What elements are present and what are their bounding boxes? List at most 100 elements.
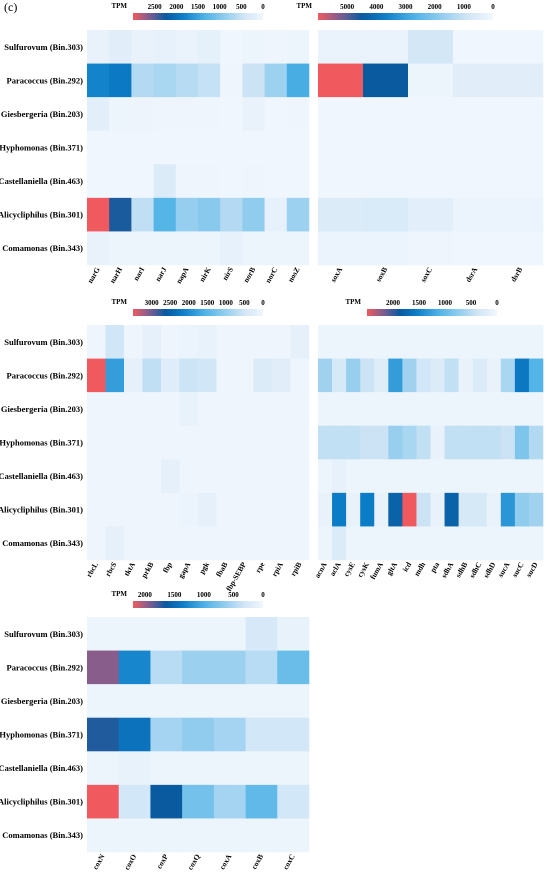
heatmap-cell bbox=[198, 164, 221, 199]
row-label: Giesbergeria (Bin.203) bbox=[1, 696, 83, 706]
heatmap-cell bbox=[213, 717, 246, 752]
heatmap-cell bbox=[245, 751, 278, 786]
column-label: soxB bbox=[374, 266, 390, 284]
column-label: pta bbox=[428, 560, 441, 574]
heatmap-cell bbox=[118, 684, 151, 719]
legend-title: TPM bbox=[111, 298, 127, 306]
heatmap-cell bbox=[416, 325, 431, 359]
heatmap-cell bbox=[179, 425, 199, 460]
column-label: icd bbox=[401, 560, 414, 574]
heatmap-cell bbox=[150, 617, 183, 651]
row-label: Hyphomonas (Bin.371) bbox=[0, 438, 83, 448]
heatmap-cell bbox=[245, 684, 278, 719]
heatmap-cell bbox=[500, 425, 516, 460]
heatmap-cell bbox=[242, 197, 265, 232]
heatmap-cell bbox=[153, 63, 177, 98]
heatmap-cell bbox=[388, 392, 403, 427]
heatmap-cell bbox=[472, 425, 488, 460]
heatmap-cell bbox=[272, 492, 291, 527]
legend-tick-label: 500 bbox=[228, 591, 239, 599]
heatmap-cell bbox=[182, 717, 215, 752]
row-label: Castellaniella (Bin.463) bbox=[0, 176, 83, 186]
heatmap-cell bbox=[360, 325, 375, 359]
heatmap-cell bbox=[388, 526, 403, 561]
heatmap-cell bbox=[453, 197, 499, 232]
legend-tick-label: 1500 bbox=[412, 299, 427, 307]
heatmap-cell bbox=[346, 492, 361, 527]
heatmap-cell bbox=[124, 425, 143, 460]
heatmap-panel-3: Sulfurovum (Bin.303) Paracoccus (Bin.292)… bbox=[0, 298, 310, 593]
heatmap-cell bbox=[374, 425, 389, 460]
column-label: pgk bbox=[197, 560, 211, 576]
heatmap-cell bbox=[528, 526, 544, 561]
heatmap-cell bbox=[514, 358, 530, 393]
heatmap-cell bbox=[363, 97, 409, 132]
heatmap-cell bbox=[142, 425, 162, 460]
heatmap-cell bbox=[444, 459, 459, 494]
heatmap-cell bbox=[220, 231, 243, 266]
heatmap-cell bbox=[332, 358, 347, 393]
heatmap-cell bbox=[472, 526, 488, 561]
legend-tick-label: 2000 bbox=[182, 299, 197, 307]
heatmap-cell bbox=[332, 492, 347, 527]
heatmap-cell bbox=[175, 197, 199, 232]
legend-tick-label: 0 bbox=[261, 299, 265, 307]
column-label: napA bbox=[174, 265, 191, 285]
legend-tick-label: 1500 bbox=[167, 591, 182, 599]
column-label: cysE bbox=[342, 561, 357, 578]
heatmap-cell bbox=[363, 130, 409, 165]
heatmap-cell bbox=[290, 459, 310, 494]
heatmap-cell bbox=[235, 425, 254, 460]
heatmap-cell bbox=[198, 325, 217, 359]
heatmap-cell bbox=[458, 425, 473, 460]
heatmap-cell bbox=[124, 325, 143, 359]
heatmap-cell bbox=[182, 650, 215, 685]
heatmap-cell bbox=[528, 425, 544, 460]
heatmap-cell bbox=[109, 164, 132, 199]
heatmap-cell bbox=[332, 425, 347, 460]
heatmap-cell bbox=[150, 751, 183, 786]
legend-tick-label: 0 bbox=[261, 3, 265, 11]
heatmap-cell bbox=[242, 231, 265, 266]
heatmap-cell bbox=[318, 425, 333, 460]
legend-colorbar bbox=[133, 601, 263, 608]
heatmap-cell bbox=[290, 358, 310, 393]
heatmap-cell bbox=[453, 63, 499, 98]
heatmap-cell bbox=[264, 130, 288, 165]
heatmap-cell bbox=[286, 30, 310, 64]
heatmap-cell bbox=[430, 492, 445, 527]
heatmap-cell bbox=[444, 425, 459, 460]
row-label: Castellaniella (Bin.463) bbox=[0, 471, 83, 481]
heatmap-cell bbox=[528, 459, 544, 494]
legend-tick-label: 2000 bbox=[169, 3, 184, 11]
legend-colorbar bbox=[367, 309, 497, 316]
heatmap-cell bbox=[153, 231, 177, 266]
heatmap-cell bbox=[253, 358, 273, 393]
heatmap-cell bbox=[216, 325, 236, 359]
heatmap-cell bbox=[198, 392, 217, 427]
legend-tick-label: 2500 bbox=[148, 3, 163, 11]
heatmap-cell bbox=[235, 325, 254, 359]
heatmap-cell bbox=[124, 526, 143, 561]
heatmap-cell bbox=[245, 818, 278, 853]
column-label: sucA bbox=[496, 560, 512, 579]
heatmap-cell bbox=[500, 492, 516, 527]
column-label: aclA bbox=[328, 560, 343, 578]
heatmap-cell bbox=[182, 751, 215, 786]
heatmap-cell bbox=[179, 492, 199, 527]
heatmap-cell bbox=[318, 97, 364, 132]
heatmap-cell bbox=[346, 358, 361, 393]
heatmap-cell bbox=[198, 231, 221, 266]
heatmap-cell bbox=[430, 392, 445, 427]
legend-title: TPM bbox=[345, 298, 361, 306]
heatmap-cell bbox=[264, 97, 288, 132]
heatmap-cell bbox=[213, 684, 246, 719]
heatmap-cell bbox=[402, 325, 417, 359]
legend-tick-label: 2000 bbox=[138, 591, 153, 599]
heatmap-cell bbox=[264, 63, 288, 98]
heatmap-cell bbox=[458, 358, 473, 393]
heatmap-cell bbox=[124, 392, 143, 427]
heatmap-cell bbox=[213, 751, 246, 786]
heatmap-cell bbox=[213, 818, 246, 853]
row-label: Comamonas (Bin.343) bbox=[2, 830, 83, 840]
